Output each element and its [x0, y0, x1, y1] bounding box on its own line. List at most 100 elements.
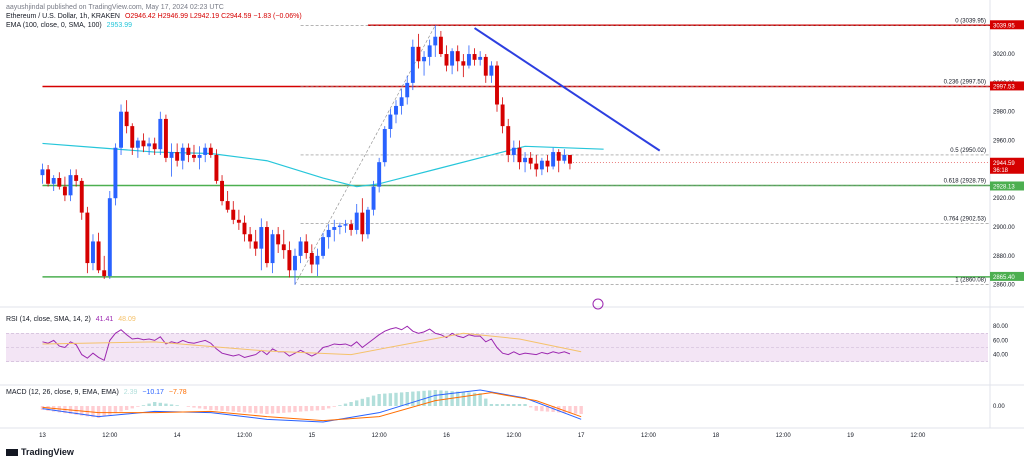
fib-level-label: 0.618 (2928.79): [944, 179, 986, 185]
candle-body: [68, 175, 73, 196]
candle-body: [450, 51, 455, 66]
price-label-box: [990, 81, 1024, 91]
macd-legend: MACD (12, 26, close, 9, EMA, EMA) 2.39 −…: [6, 388, 190, 397]
candle-body: [276, 234, 281, 245]
tradingview-logo-icon: [6, 449, 18, 457]
macd-hist-value: 2.39: [123, 389, 138, 396]
candle-body: [107, 198, 112, 277]
symbol-name: Ethereum / U.S. Dollar, 1h, KRAKEN: [6, 13, 120, 20]
candle-body: [214, 154, 219, 181]
candle-body: [46, 169, 51, 184]
candle-body: [360, 212, 365, 235]
candle-body: [517, 147, 522, 163]
candle-body: [102, 270, 107, 277]
ema-legend: EMA (100, close, 0, SMA, 100) 2953.99: [6, 21, 135, 30]
publish-info: aayushjindal published on TradingView.co…: [6, 4, 224, 11]
time-tick-label: 15: [308, 433, 315, 439]
candle-body: [152, 143, 157, 150]
price-tick-label: 3020.00: [993, 52, 1015, 58]
macd-label: MACD (12, 26, close, 9, EMA, EMA): [6, 389, 119, 396]
time-tick-label: 12:00: [776, 433, 792, 439]
candle-body: [427, 45, 432, 57]
candle-body: [119, 111, 123, 148]
ema-label: EMA (100, close, 0, SMA, 100): [6, 22, 102, 29]
price-label-box: [990, 157, 1024, 174]
macd-signal-line: [42, 392, 582, 422]
candle-body: [506, 126, 511, 155]
rsi-tick-label: 60.00: [993, 338, 1009, 344]
candle-body: [444, 54, 449, 66]
candle-body: [124, 111, 129, 127]
tradingview-watermark: TradingView: [6, 447, 74, 457]
candle-body: [422, 56, 427, 62]
candle-body: [231, 209, 236, 220]
candle-body: [365, 209, 370, 235]
macd-tick-label: 0.00: [993, 404, 1005, 410]
candle-body: [315, 255, 320, 265]
candle-body: [180, 147, 185, 161]
price-label-box: [990, 271, 1024, 281]
candle-body: [410, 46, 415, 83]
candle-body: [220, 180, 225, 202]
candle-body: [309, 252, 314, 265]
candle-body: [500, 104, 505, 127]
candle-body: [466, 54, 471, 66]
time-tick-label: 18: [713, 433, 720, 439]
candle-body: [523, 157, 528, 163]
candle-body: [57, 178, 62, 187]
candle-body: [85, 212, 90, 264]
candle-body: [270, 234, 275, 264]
candle-body: [371, 186, 376, 210]
candle-body: [539, 160, 544, 170]
candle-body: [438, 36, 443, 55]
candle-body: [248, 234, 253, 242]
rsi-ma-value: 48.09: [118, 316, 136, 323]
time-tick-label: 12:00: [506, 433, 522, 439]
candle-body: [405, 82, 410, 98]
price-label-box: [990, 20, 1024, 30]
countdown-label-text: 36:18: [993, 168, 1009, 174]
rsi-tick-label: 80.00: [993, 324, 1009, 330]
candle-body: [326, 229, 331, 238]
candle-body: [416, 46, 421, 62]
candle-body: [113, 147, 118, 199]
candle-body: [321, 237, 326, 256]
candle-body: [147, 143, 152, 147]
candle-body: [349, 224, 354, 230]
candle-body: [141, 140, 146, 147]
price-tick-label: 2920.00: [993, 196, 1015, 202]
time-tick-label: 12:00: [372, 433, 388, 439]
candle-body: [62, 186, 67, 196]
candle-body: [394, 105, 398, 115]
candle-body: [534, 163, 539, 170]
candle-body: [208, 147, 213, 155]
time-tick-label: 12:00: [641, 433, 657, 439]
price-label-box: [990, 181, 1024, 191]
candle-body: [253, 241, 258, 249]
candle-body: [192, 154, 196, 158]
candle-body: [236, 219, 241, 223]
candle-body: [91, 241, 95, 264]
candle-body: [242, 222, 247, 235]
candle-body: [158, 118, 163, 150]
candle-body: [567, 154, 572, 164]
rsi-ma-line: [42, 332, 582, 356]
price-tick-label: 2900.00: [993, 225, 1015, 231]
candle-body: [562, 154, 567, 161]
candle-body: [281, 244, 286, 251]
candle-body: [293, 255, 297, 271]
price-label-text: 2865.40: [993, 275, 1015, 281]
time-tick-label: 12:00: [102, 433, 118, 439]
candle-body: [455, 51, 460, 62]
price-label-text: 2944.59: [993, 161, 1015, 167]
candle-body: [79, 180, 84, 213]
candle-body: [511, 147, 516, 155]
candle-body: [382, 129, 387, 163]
candle-body: [74, 175, 79, 181]
candle-body: [461, 61, 466, 66]
fib-level-label: 0 (3039.95): [955, 18, 986, 24]
candle-body: [332, 227, 337, 230]
candle-body: [175, 152, 180, 161]
candle-body: [528, 157, 533, 164]
